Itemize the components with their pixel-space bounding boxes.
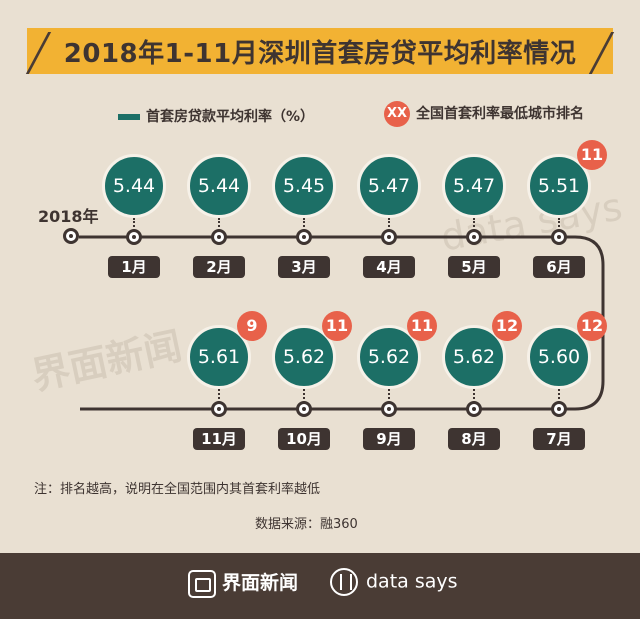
timeline-node <box>381 229 397 245</box>
month-label: 9月 <box>363 428 415 450</box>
marker-stem <box>388 389 390 403</box>
rank-badge: 11 <box>322 311 352 341</box>
timeline-node <box>126 229 142 245</box>
rate-circle: 5.51 <box>527 154 591 218</box>
rate-circle: 5.62 <box>272 325 336 389</box>
marker-stem <box>218 218 220 231</box>
month-label: 5月 <box>448 256 500 278</box>
rank-badge: 11 <box>407 311 437 341</box>
marker-stem <box>473 389 475 403</box>
legend-rank-label: 全国首套利率最低城市排名 <box>416 106 584 122</box>
data-says-brand: data says <box>330 568 458 596</box>
month-label: 1月 <box>108 256 160 278</box>
data-says-logo-icon <box>330 568 358 596</box>
month-label: 11月 <box>193 428 245 450</box>
rank-badge: 12 <box>577 311 607 341</box>
jiemian-brand-name: 界面新闻 <box>222 572 299 594</box>
data-says-name: data says <box>366 570 458 593</box>
month-label: 7月 <box>533 428 585 450</box>
rank-badge: 11 <box>577 140 607 170</box>
marker-stem <box>218 389 220 403</box>
rate-circle: 5.45 <box>272 154 336 218</box>
year-label: 2018年 <box>38 207 99 226</box>
timeline-node <box>296 401 312 417</box>
rate-circle: 5.44 <box>102 154 166 218</box>
marker-stem <box>133 218 135 231</box>
legend-rank-badge: XX <box>384 101 410 127</box>
marker-stem <box>303 218 305 231</box>
timeline-node <box>466 401 482 417</box>
chart-title: 2018年1-11月深圳首套房贷平均利率情况 <box>63 39 577 69</box>
timeline-node <box>211 401 227 417</box>
month-label: 2月 <box>193 256 245 278</box>
marker-stem <box>303 389 305 403</box>
month-label: 4月 <box>363 256 415 278</box>
timeline-node <box>381 401 397 417</box>
timeline-node <box>211 229 227 245</box>
timeline-node <box>551 401 567 417</box>
rank-badge: 9 <box>237 311 267 341</box>
legend-rate: 首套房贷款平均利率（%） <box>118 106 314 126</box>
month-label: 3月 <box>278 256 330 278</box>
rate-circle: 5.47 <box>357 154 421 218</box>
legend-rank: XX 全国首套利率最低城市排名 <box>384 101 584 127</box>
footer-bar: 界面新闻 data says <box>0 553 640 619</box>
marker-stem <box>388 218 390 231</box>
legend-rate-swatch <box>118 114 140 120</box>
timeline-node <box>466 229 482 245</box>
timeline-node <box>296 229 312 245</box>
footnote: 注：排名越高，说明在全国范围内其首套利率越低 <box>34 482 321 497</box>
month-label: 10月 <box>278 428 330 450</box>
data-source: 数据来源：融360 <box>255 517 358 532</box>
rank-badge: 12 <box>492 311 522 341</box>
title-band: 2018年1-11月深圳首套房贷平均利率情况 <box>25 28 615 74</box>
marker-stem <box>558 389 560 403</box>
jiemian-logo-icon <box>188 569 216 598</box>
timeline-node <box>551 229 567 245</box>
rate-circle: 5.44 <box>187 154 251 218</box>
marker-stem <box>558 218 560 231</box>
timeline-start-dot <box>63 228 79 244</box>
legend-rate-label: 首套房贷款平均利率（%） <box>146 109 315 125</box>
marker-stem <box>473 218 475 231</box>
rate-circle: 5.47 <box>442 154 506 218</box>
month-label: 8月 <box>448 428 500 450</box>
month-label: 6月 <box>533 256 585 278</box>
jiemian-brand: 界面新闻 <box>188 568 298 598</box>
